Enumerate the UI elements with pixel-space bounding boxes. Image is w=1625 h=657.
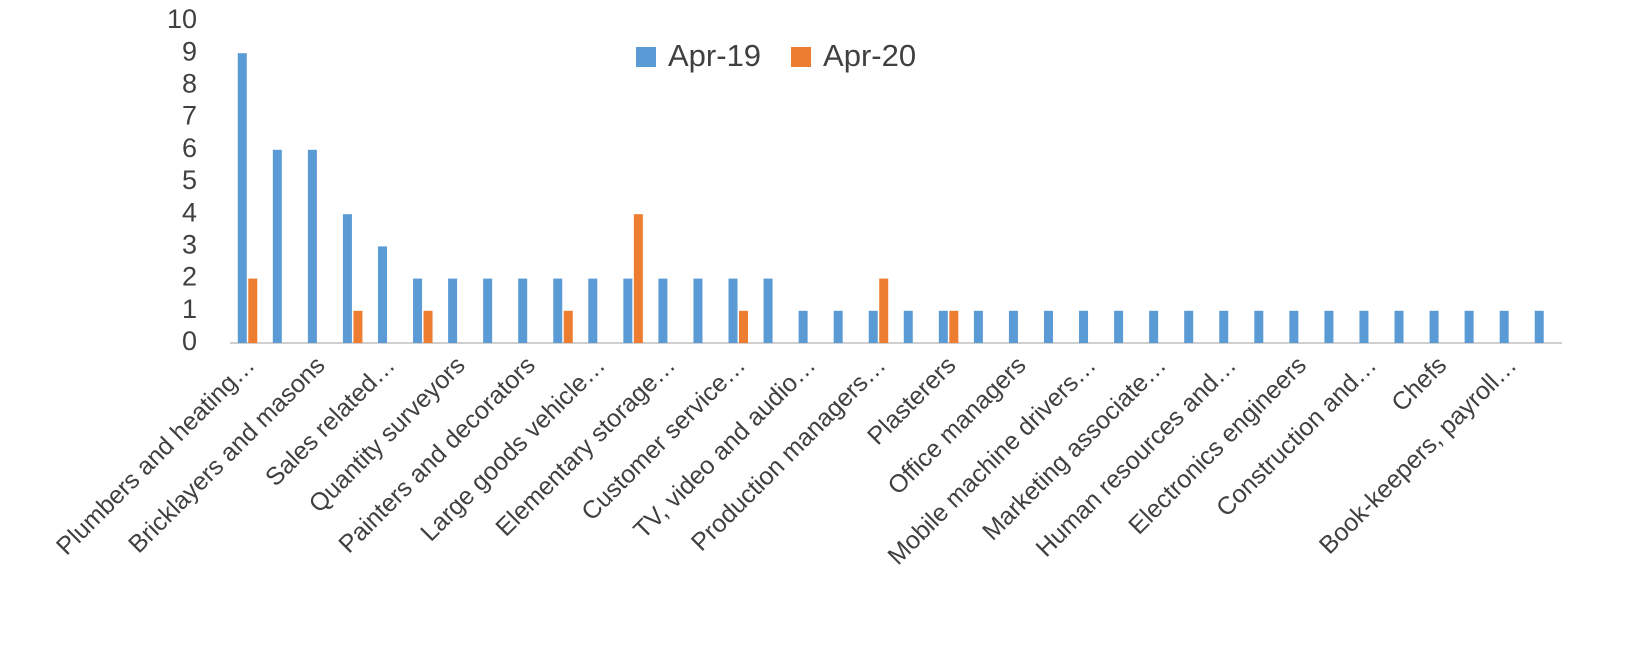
y-tick-label: 6 xyxy=(182,133,197,163)
bar xyxy=(1254,310,1264,343)
bar xyxy=(342,214,352,343)
bar xyxy=(563,310,573,343)
y-tick-label: 1 xyxy=(182,294,197,324)
bar xyxy=(1008,310,1018,343)
bar xyxy=(623,278,633,343)
y-tick-label: 0 xyxy=(182,326,197,356)
bar xyxy=(739,310,749,343)
bar xyxy=(903,310,913,343)
y-tick-label: 8 xyxy=(182,69,197,99)
y-tick-label: 5 xyxy=(182,165,197,195)
bar xyxy=(518,278,528,343)
bar xyxy=(588,278,598,343)
bar xyxy=(483,278,493,343)
y-tick-label: 7 xyxy=(182,101,197,131)
bar xyxy=(949,310,959,343)
bar xyxy=(798,310,808,343)
bar xyxy=(658,278,668,343)
bar xyxy=(1289,310,1299,343)
bar xyxy=(633,214,643,343)
bar xyxy=(1043,310,1053,343)
bar xyxy=(1499,310,1509,343)
legend-swatch xyxy=(636,47,656,67)
bar xyxy=(1219,310,1229,343)
y-tick-label: 3 xyxy=(182,230,197,260)
bar xyxy=(1534,310,1544,343)
bar xyxy=(868,310,878,343)
bar xyxy=(353,310,363,343)
bar xyxy=(237,53,247,343)
bar xyxy=(248,278,258,343)
legend-label: Apr-20 xyxy=(823,38,916,73)
bar xyxy=(693,278,703,343)
y-tick-label: 10 xyxy=(167,4,197,34)
bar xyxy=(1394,310,1404,343)
bar xyxy=(448,278,458,343)
bar xyxy=(1184,310,1194,343)
bar xyxy=(272,149,282,343)
bar xyxy=(1324,310,1334,343)
bar xyxy=(728,278,738,343)
x-tick-label: Chefs xyxy=(1386,351,1452,417)
y-tick-label: 2 xyxy=(182,262,197,292)
bar xyxy=(833,310,843,343)
bar xyxy=(1114,310,1124,343)
bar xyxy=(973,310,983,343)
y-tick-label: 4 xyxy=(182,197,197,227)
bar xyxy=(413,278,423,343)
bar xyxy=(1079,310,1089,343)
bar xyxy=(1149,310,1159,343)
bar xyxy=(763,278,773,343)
bar xyxy=(1359,310,1369,343)
bar xyxy=(938,310,948,343)
bar xyxy=(879,278,889,343)
legend-label: Apr-19 xyxy=(668,38,761,73)
bar xyxy=(1429,310,1439,343)
bar xyxy=(1464,310,1474,343)
bar xyxy=(423,310,433,343)
bar xyxy=(307,149,317,343)
y-tick-label: 9 xyxy=(182,36,197,66)
bar xyxy=(377,246,387,343)
bar xyxy=(553,278,563,343)
legend-swatch xyxy=(791,47,812,67)
